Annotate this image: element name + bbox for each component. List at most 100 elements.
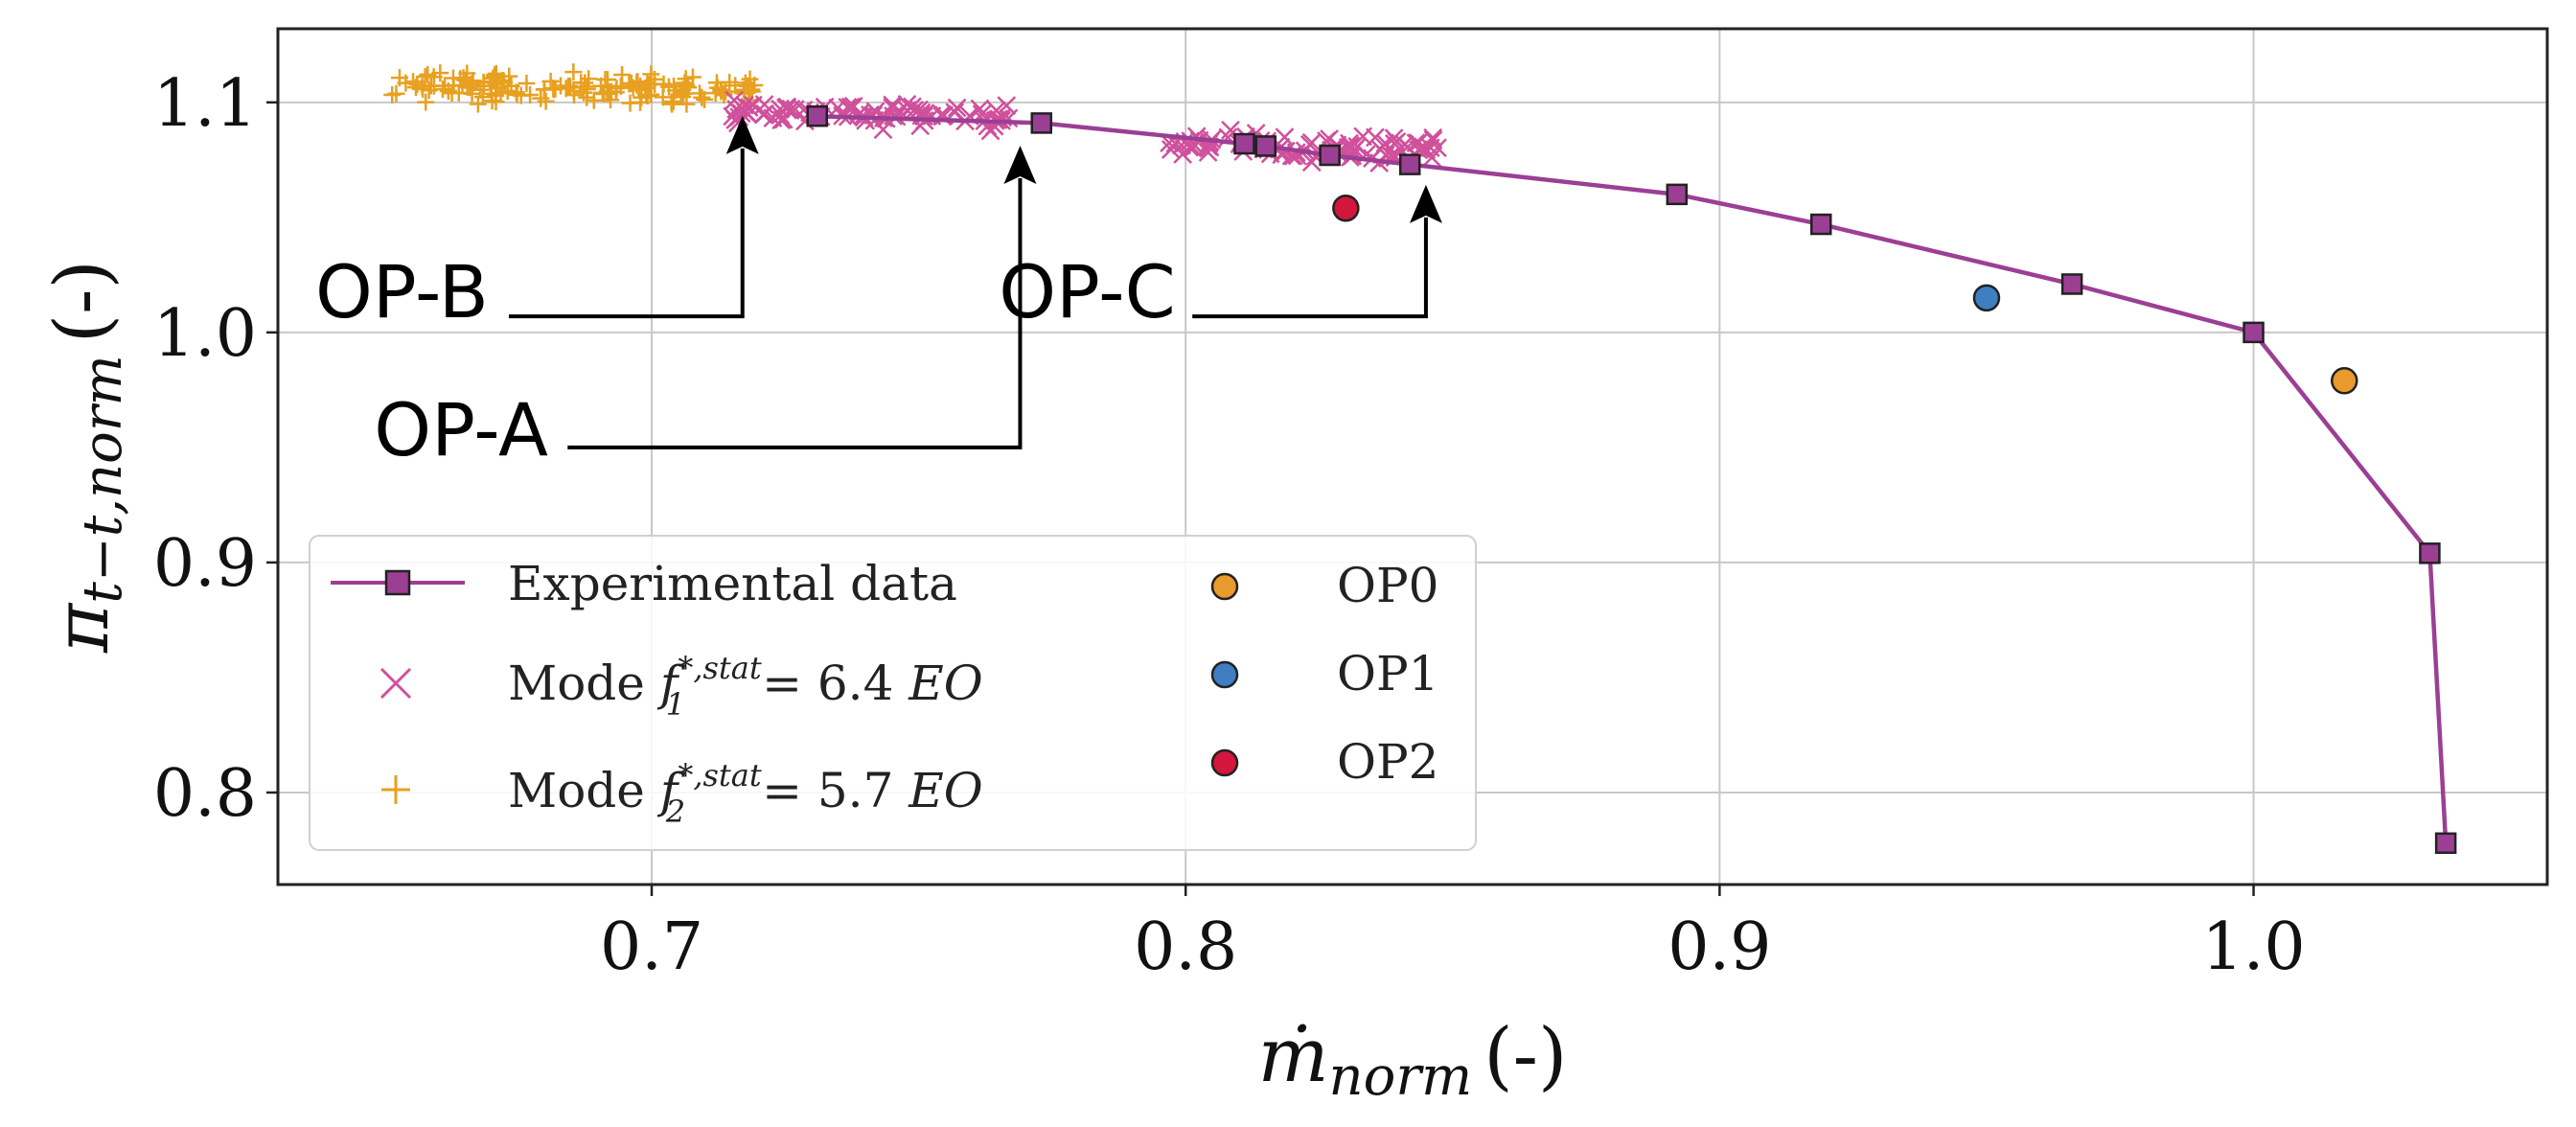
- legend-marker-mode1: [380, 667, 412, 700]
- legend-label-mode1: Mode f*,stat 1 = 6.4 EO: [508, 650, 983, 723]
- op1-point: [1972, 284, 2001, 312]
- experimental-point: [1030, 112, 1053, 134]
- legend-marker-experimental: [384, 569, 411, 596]
- mode2-point: [469, 95, 487, 113]
- plot-frame: [276, 27, 2549, 886]
- mode1-point: [1366, 127, 1385, 148]
- mode1-point: [945, 103, 965, 122]
- mode1-point: [1183, 138, 1203, 158]
- legend-marker-mode2: [381, 775, 410, 804]
- mode1-point: [1301, 152, 1322, 172]
- annotation-label: OP-B: [315, 249, 489, 334]
- mode2-point: [746, 77, 764, 95]
- y-tick-label: 0.9: [153, 526, 257, 602]
- experimental-point: [2419, 542, 2441, 564]
- mode2-point: [562, 79, 580, 97]
- mode2-point: [632, 93, 650, 111]
- legend-mode2-prefix: Mode: [508, 763, 645, 818]
- legend-label-op1: OP1: [1337, 646, 1438, 702]
- y-axis-label: πt−t,norm (-): [39, 260, 134, 654]
- mode2-point: [387, 84, 405, 103]
- y-axis-label-main: π: [39, 602, 126, 654]
- x-axis-label: ṁnorm (-): [1258, 1013, 1568, 1108]
- mode1-point: [724, 90, 745, 110]
- x-tick-label: 0.8: [1134, 909, 1237, 985]
- mode1-point: [903, 97, 922, 117]
- x-axis-label-main: ṁ: [1258, 1013, 1329, 1099]
- mode2-point: [673, 82, 691, 101]
- mode2-point: [743, 80, 761, 99]
- annotation-arrow-shaft: [1192, 217, 1428, 319]
- mode2-point: [596, 71, 614, 89]
- mode2-point: [662, 93, 680, 111]
- mode2-point: [564, 63, 583, 81]
- mode1-point: [773, 109, 794, 129]
- mode2-point: [431, 64, 449, 82]
- mode2-point: [580, 70, 598, 88]
- mode2-point: [537, 92, 555, 110]
- mode1-point: [1384, 128, 1404, 149]
- experimental-point: [1666, 183, 1689, 206]
- annotation-arrow-shaft: [567, 178, 1023, 449]
- y-tick-label: 1.0: [153, 296, 257, 372]
- mode2-point: [676, 74, 694, 92]
- mode2-point: [707, 74, 725, 92]
- mode1-point: [1186, 126, 1207, 147]
- mode2-point: [613, 65, 632, 83]
- legend-box: [309, 535, 1477, 851]
- mode2-point: [693, 88, 711, 106]
- mode2-point: [655, 75, 673, 93]
- annotation-op-a: OP-A: [374, 146, 1037, 472]
- mode2-point: [417, 93, 435, 111]
- legend-label-op0: OP0: [1337, 558, 1438, 613]
- legend-marker-op2: [1210, 748, 1239, 777]
- legend-label-mode2: Mode f*,stat 2 = 5.7 EO: [508, 757, 983, 830]
- annotation-layer: OP-B OP-A OP-C: [315, 115, 1442, 472]
- mode1-point: [781, 99, 801, 119]
- experimental-point: [806, 104, 828, 127]
- annotation-label: OP-A: [374, 387, 548, 472]
- op2-point: [1332, 194, 1360, 222]
- y-tick-label: 0.8: [153, 756, 257, 832]
- mode2-point: [601, 83, 619, 102]
- mode1-point: [1370, 139, 1391, 159]
- x-tick-label: 1.0: [2201, 909, 2305, 985]
- legend-mode1-sub: 1: [666, 686, 685, 723]
- legend-mode1-value: = 6.4: [762, 656, 893, 711]
- x-axis-label-sub: norm: [1329, 1046, 1473, 1108]
- mode2-point: [544, 80, 563, 98]
- y-axis-label-unit: (-): [39, 260, 126, 343]
- mode1-point: [947, 98, 967, 118]
- legend-mode2-sup: *,stat: [678, 757, 762, 794]
- mode2-point: [445, 77, 463, 95]
- experimental-line: [816, 113, 2449, 843]
- legend-mode1-unit: EO: [908, 656, 983, 711]
- experimental-point: [1319, 144, 1341, 167]
- legend-mode2-value: = 5.7: [762, 763, 893, 818]
- mode1-point: [739, 98, 759, 117]
- mode2-point: [628, 76, 646, 94]
- experimental-point: [2242, 321, 2265, 344]
- experimental-point: [1233, 132, 1255, 155]
- mode2-point: [585, 91, 603, 109]
- y-axis-label-sub: t−t,norm: [72, 355, 134, 603]
- mode1-point: [1341, 139, 1360, 159]
- annotation-arrow-head: [725, 115, 759, 154]
- mode2-point: [726, 77, 745, 95]
- mode2-point: [620, 75, 638, 93]
- mode2-point: [691, 84, 709, 103]
- experimental-point: [2060, 273, 2083, 295]
- mode2-point: [416, 67, 434, 85]
- mode1-point: [754, 95, 774, 114]
- x-tick-label: 0.7: [600, 909, 703, 985]
- mode2-point: [433, 80, 451, 99]
- experimental-point: [1254, 135, 1277, 157]
- x-axis-label-unit: (-): [1484, 1013, 1567, 1099]
- mode2-point: [611, 77, 630, 95]
- mode2-point: [390, 69, 408, 87]
- mode1-point: [1341, 136, 1361, 155]
- mode2-point: [507, 83, 525, 102]
- mode2-point: [624, 79, 642, 97]
- legend: Experimental data Mode f*,stat 1 = 6.4 EO …: [309, 535, 1477, 851]
- annotation-op-c: OP-C: [999, 184, 1442, 334]
